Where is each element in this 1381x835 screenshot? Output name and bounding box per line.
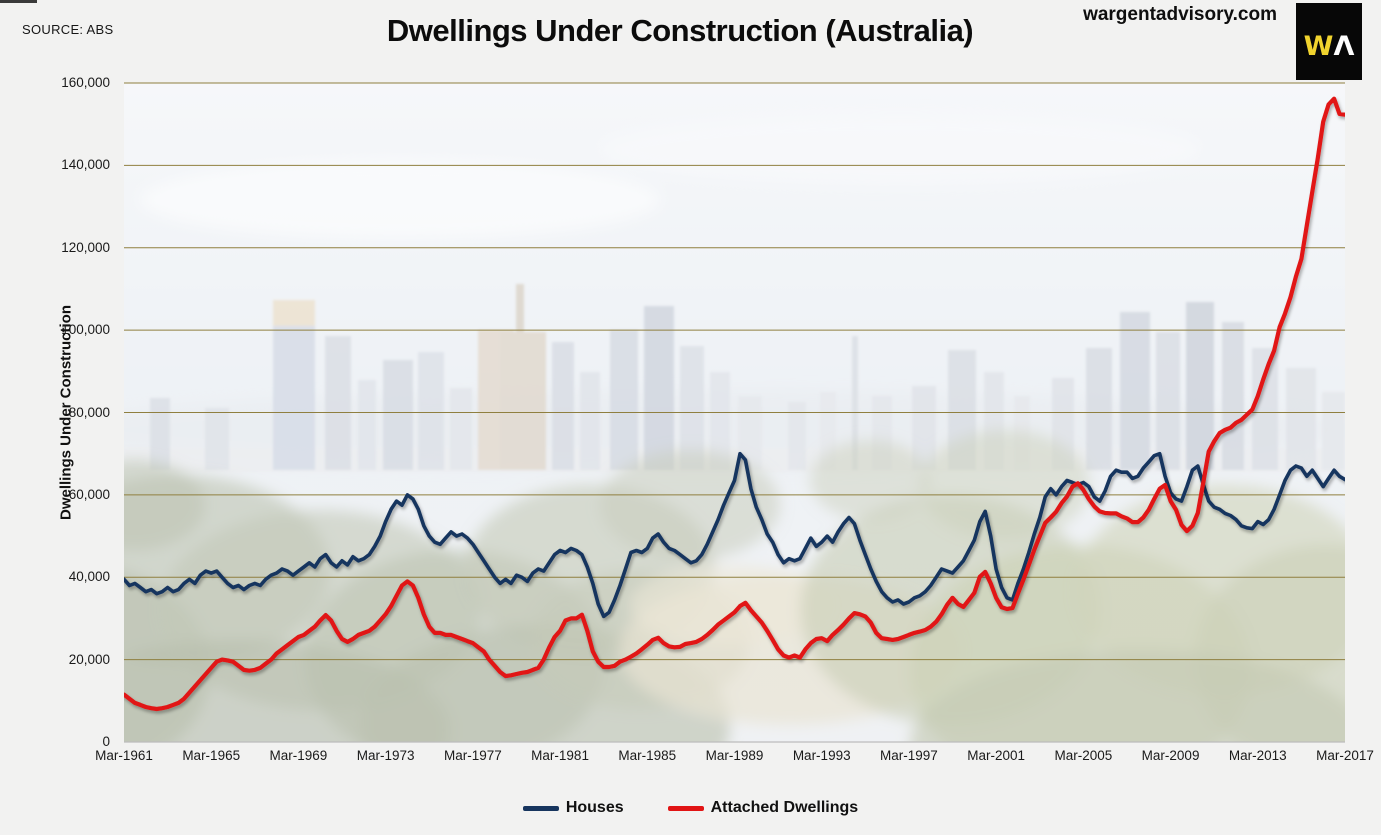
x-tick-label: Mar-2013 (1228, 748, 1287, 763)
x-axis-tick-labels: Mar-1961 Mar-1965 Mar-1969 Mar-1973 Mar-1977… (95, 748, 1374, 763)
x-tick-label: Mar-2017 (1316, 748, 1374, 763)
y-tick-label: 40,000 (68, 569, 110, 585)
logo-letter-w: W (1303, 31, 1334, 62)
y-tick-label: 120,000 (61, 239, 110, 255)
y-tick-label: 20,000 (68, 651, 110, 667)
x-tick-label: Mar-1989 (705, 748, 764, 763)
x-tick-label: Mar-1969 (269, 748, 328, 763)
legend-swatch (522, 805, 559, 811)
x-tick-label: Mar-2009 (1141, 748, 1200, 763)
legend: Houses Attached Dwellings (0, 799, 1381, 817)
x-tick-label: Mar-2005 (1054, 748, 1113, 763)
y-tick-label: 80,000 (68, 404, 110, 420)
x-tick-label: Mar-1985 (618, 748, 677, 763)
x-tick-label: Mar-1965 (182, 748, 241, 763)
legend-item-houses: Houses (522, 799, 624, 817)
x-tick-label: Mar-1961 (95, 748, 153, 763)
legend-label: Houses (565, 799, 624, 816)
legend-label: Attached Dwellings (710, 799, 859, 816)
y-tick-label: 0 (102, 734, 110, 749)
source-label: SOURCE: ABS (22, 22, 114, 37)
x-tick-label: Mar-2001 (967, 748, 1026, 763)
legend-swatch (667, 805, 704, 811)
x-tick-label: Mar-1973 (356, 748, 415, 763)
logo-letter-a: Λ (1333, 31, 1355, 62)
y-tick-label: 60,000 (68, 486, 110, 502)
x-tick-label: Mar-1981 (531, 748, 589, 763)
website-label: wargentadvisory.com (1083, 4, 1277, 25)
legend-item-attached-dwellings: Attached Dwellings (667, 799, 859, 817)
y-tick-label: 140,000 (61, 157, 110, 173)
x-tick-label: Mar-1977 (443, 748, 502, 763)
x-tick-label: Mar-1993 (792, 748, 851, 763)
y-tick-label: 100,000 (61, 322, 110, 338)
x-tick-label: Mar-1997 (880, 748, 938, 763)
corner-mark (0, 0, 37, 3)
y-axis-tick-labels: 0 20,000 40,000 60,000 80,000 100,000 120,000 1… (0, 0, 118, 760)
y-tick-label: 160,000 (61, 75, 110, 90)
page-title: Dwellings Under Construction (Australia) (386, 13, 974, 48)
